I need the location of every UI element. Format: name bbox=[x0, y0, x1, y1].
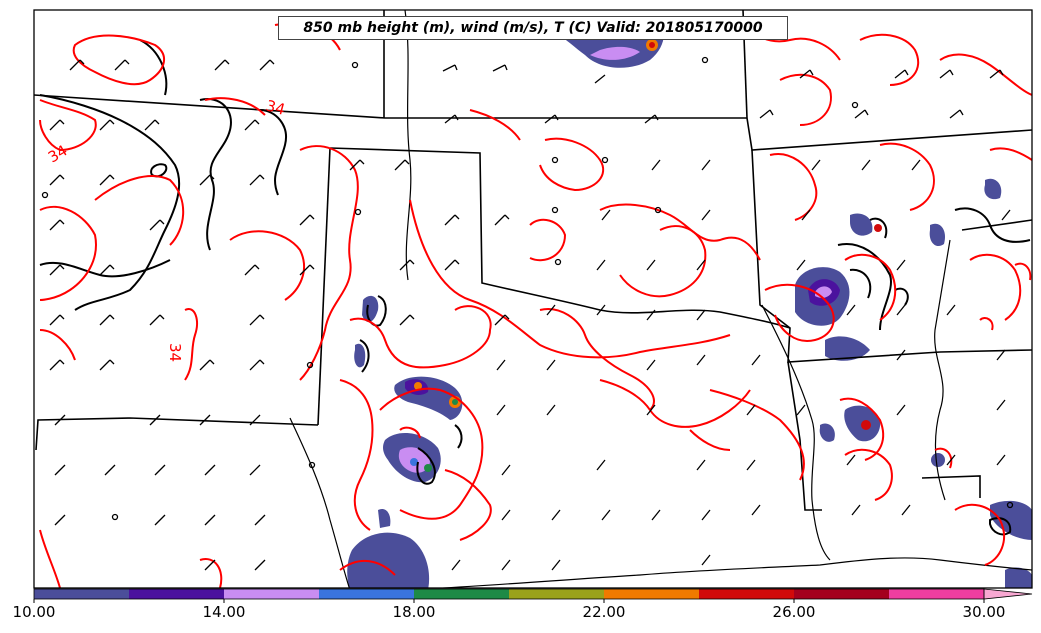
colorbar-tick-label: 14.00 bbox=[202, 603, 246, 621]
colorbar-segment bbox=[699, 589, 794, 599]
colorbar-outline bbox=[33, 588, 985, 600]
contour-label-1: 34 bbox=[264, 96, 287, 118]
colorbar bbox=[33, 588, 1033, 603]
colorbar-segment bbox=[129, 589, 224, 599]
colorbar-tick-label: 26.00 bbox=[772, 603, 816, 621]
colorbar-segment bbox=[414, 589, 509, 599]
shade-south-texas bbox=[347, 532, 429, 588]
colorbar-tick-label: 18.00 bbox=[392, 603, 436, 621]
colorbar-segment bbox=[34, 589, 129, 599]
wind-barbs bbox=[49, 59, 1011, 571]
rivers-coast bbox=[289, 10, 1032, 588]
temperature-contours bbox=[39, 19, 1032, 588]
map-area bbox=[34, 10, 1032, 588]
contour-label-3: 34 bbox=[166, 343, 184, 362]
wind-shading bbox=[347, 19, 1032, 588]
map-title: 850 mb height (m), wind (m/s), T (C) Val… bbox=[278, 16, 788, 40]
colorbar-extend-arrow bbox=[983, 588, 1033, 600]
colorbar-segment bbox=[509, 589, 604, 599]
colorbar-segment bbox=[604, 589, 699, 599]
colorbar-segment bbox=[889, 589, 984, 599]
colorbar-tick-label: 30.00 bbox=[962, 603, 1006, 621]
map-border bbox=[33, 9, 1033, 589]
colorbar-segment bbox=[794, 589, 889, 599]
calm-circles bbox=[41, 56, 1014, 521]
colorbar-segment bbox=[319, 589, 414, 599]
colorbar-segment bbox=[224, 589, 319, 599]
colorbar-tick-label: 10.00 bbox=[12, 603, 56, 621]
colorbar-tick-label: 22.00 bbox=[582, 603, 626, 621]
